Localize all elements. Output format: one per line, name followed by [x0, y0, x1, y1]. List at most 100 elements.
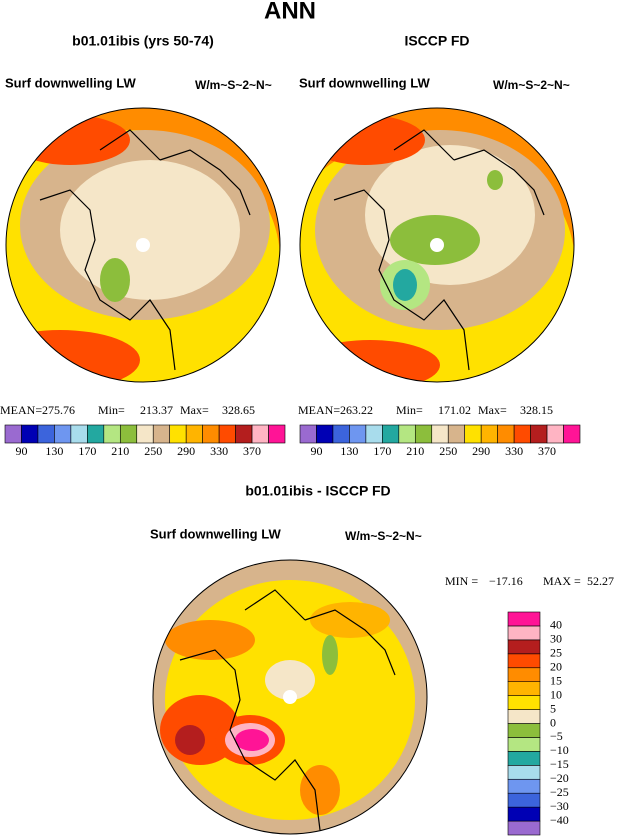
colorbar-tick-label: −10	[550, 743, 569, 757]
stat-value: 171.02	[438, 403, 471, 417]
colorbar-tick-label: 250	[439, 444, 457, 458]
colorbar-swatch	[530, 424, 548, 444]
variable-label: Surf downwelling LW	[5, 75, 136, 90]
colorbar-swatch	[507, 778, 541, 794]
colorbar-swatch	[37, 424, 55, 444]
colorbar-swatch	[70, 424, 88, 444]
colorbar-swatch	[218, 424, 236, 444]
colorbar-swatch	[169, 424, 187, 444]
stat-label: MEAN=	[298, 403, 340, 417]
colorbar-swatch	[507, 723, 541, 738]
colorbar-tick-label: 40	[550, 618, 562, 632]
map-border	[152, 559, 428, 835]
colorbar-swatch	[563, 424, 581, 444]
colorbar-swatch	[507, 653, 541, 669]
colorbar-swatch	[382, 424, 400, 444]
map	[153, 560, 427, 834]
panel-title: b01.01ibis (yrs 50-74)	[72, 33, 214, 49]
map	[300, 108, 574, 382]
stat-label: Max=	[180, 403, 209, 417]
panel-title: ISCCP FD	[404, 33, 469, 49]
colorbar-swatch	[316, 424, 334, 444]
colorbar-tick-label: 130	[45, 444, 63, 458]
colorbar-swatch	[507, 639, 541, 655]
colorbar-tick-label: 250	[144, 444, 162, 458]
panel-title: b01.01ibis - ISCCP FD	[245, 483, 390, 499]
units-label: W/m~S~2~N~	[493, 78, 570, 92]
variable-label: Surf downwelling LW	[299, 75, 430, 90]
colorbar-tick-label: −30	[550, 799, 569, 813]
stat-value: 263.22	[340, 403, 373, 417]
map-border	[299, 107, 575, 383]
colorbar-tick-label: 90	[15, 444, 27, 458]
colorbar-swatch	[507, 611, 541, 627]
colorbar-swatch	[507, 681, 541, 696]
colorbar-swatch	[497, 424, 515, 444]
colorbar-swatch	[235, 424, 253, 444]
stat-label: Min=	[396, 403, 423, 417]
colorbar-swatch	[87, 424, 105, 444]
colorbar-tick-label: 330	[210, 444, 228, 458]
stat-value: 275.76	[42, 403, 75, 417]
colorbar-swatch	[136, 424, 154, 444]
colorbar-swatch	[349, 424, 367, 444]
colorbar-swatch	[103, 424, 121, 444]
colorbar-swatch	[507, 709, 541, 724]
stat-value: −17.16	[489, 574, 523, 588]
colorbar-swatch	[464, 424, 482, 444]
stat-label: MAX =	[543, 574, 581, 588]
colorbar-swatch	[251, 424, 269, 444]
map-border	[5, 107, 281, 383]
colorbar-tick-label: −20	[550, 771, 569, 785]
stat-label: MEAN=	[0, 403, 42, 417]
colorbar-swatch	[365, 424, 383, 444]
stat-value: 328.65	[222, 403, 255, 417]
colorbar-tick-label: 170	[373, 444, 391, 458]
colorbar-swatch	[398, 424, 416, 444]
units-label: W/m~S~2~N~	[195, 78, 272, 92]
units-label: W/m~S~2~N~	[345, 529, 422, 543]
colorbar-tick-label: 90	[310, 444, 322, 458]
colorbar-swatch	[513, 424, 531, 444]
colorbar-swatch	[54, 424, 72, 444]
colorbar-swatch	[332, 424, 350, 444]
colorbar-tick-label: 370	[243, 444, 261, 458]
colorbar-tick-label: 10	[550, 687, 562, 701]
colorbar-tick-label: 330	[505, 444, 523, 458]
colorbar-swatch	[152, 424, 171, 444]
colorbar-swatch	[414, 424, 433, 444]
colorbar-swatch	[507, 667, 541, 682]
colorbar-tick-label: 210	[111, 444, 129, 458]
colorbar-swatch	[507, 737, 541, 752]
colorbar-tick-label: 290	[177, 444, 195, 458]
colorbar-tick-label: 290	[472, 444, 490, 458]
colorbar-tick-label: −5	[550, 729, 563, 743]
figure-title: ANN	[264, 0, 316, 24]
colorbar-swatch	[507, 695, 541, 710]
colorbar-swatch	[507, 625, 541, 641]
variable-label: Surf downwelling LW	[150, 526, 281, 541]
colorbar-tick-label: 30	[550, 632, 562, 646]
colorbar-swatch	[119, 424, 138, 444]
colorbar-tick-label: 170	[78, 444, 96, 458]
colorbar-tick-label: 0	[550, 715, 556, 729]
colorbar-swatch	[480, 424, 498, 444]
colorbar-tick-label: −40	[550, 813, 569, 827]
colorbar-swatch	[546, 424, 564, 444]
colorbar-tick-label: 210	[406, 444, 424, 458]
stat-value: 52.27	[587, 574, 614, 588]
colorbar-swatch	[185, 424, 203, 444]
colorbar-swatch	[431, 424, 449, 444]
colorbar-tick-label: −25	[550, 785, 569, 799]
colorbar-tick-label: 370	[538, 444, 556, 458]
colorbar-swatch	[4, 424, 22, 444]
colorbar-swatch	[507, 765, 541, 780]
stat-value: 213.37	[140, 403, 173, 417]
colorbar-tick-label: 15	[550, 673, 562, 687]
colorbar-tick-label: 130	[340, 444, 358, 458]
colorbar-tick-label: 5	[550, 701, 556, 715]
stat-label: Max=	[478, 403, 507, 417]
stat-label: Min=	[98, 403, 125, 417]
colorbar-tick-label: 25	[550, 646, 562, 660]
